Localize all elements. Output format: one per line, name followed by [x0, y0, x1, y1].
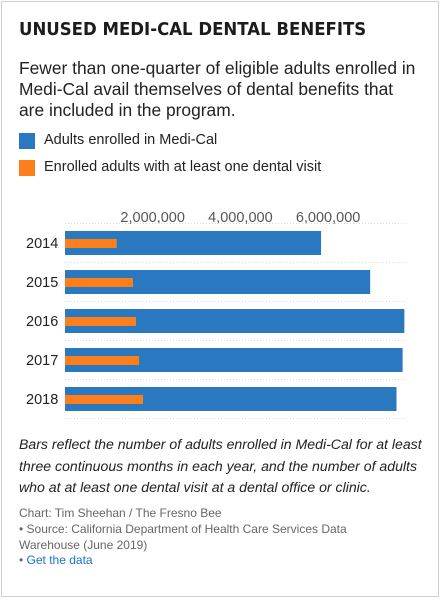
chart-subtitle: Fewer than one-quarter of eligible adult…	[19, 58, 416, 120]
x-tick-label: 6,000,000	[296, 210, 361, 226]
y-category-label: 2018	[26, 392, 58, 408]
chart-note: Bars reflect the number of adults enroll…	[19, 436, 422, 495]
credit-chart-by: Chart: Tim Sheehan / The Fresno Bee	[19, 506, 222, 520]
get-data-bullet: •	[19, 553, 24, 568]
legend-label-dental-visit: Enrolled adults with at least one dental…	[44, 159, 322, 175]
y-category-label: 2015	[26, 275, 58, 291]
legend-label-enrolled: Adults enrolled in Medi-Cal	[44, 132, 218, 148]
y-category-label: 2016	[26, 314, 58, 330]
credit-source-line1: • Source: California Department of Healt…	[19, 521, 347, 536]
x-tick-label: 2,000,000	[120, 210, 185, 226]
credits: Chart: Tim Sheehan / The Fresno Bee • So…	[19, 506, 424, 569]
get-data-link[interactable]: Get the data	[26, 553, 93, 568]
bar-dental-visit	[65, 356, 140, 365]
y-category-label: 2017	[26, 353, 58, 369]
bar-dental-visit	[65, 317, 137, 326]
chart-title: UNUSED MEDI-CAL DENTAL BENEFITS	[19, 19, 367, 40]
bar-dental-visit	[65, 239, 117, 248]
y-category-label: 2014	[26, 236, 58, 252]
legend-swatch-dental-visit	[19, 160, 35, 176]
credit-source-line2: Warehouse (June 2019)	[19, 537, 148, 552]
bar-dental-visit	[65, 278, 133, 287]
get-data-row: • Get the data	[19, 553, 424, 569]
legend-swatch-enrolled	[19, 133, 35, 149]
x-tick-label: 4,000,000	[208, 210, 273, 226]
bar-dental-visit	[65, 395, 144, 404]
bar-chart: 2,000,000 4,000,000 6,000,000 2014 2015 2016 2…	[26, 210, 407, 419]
